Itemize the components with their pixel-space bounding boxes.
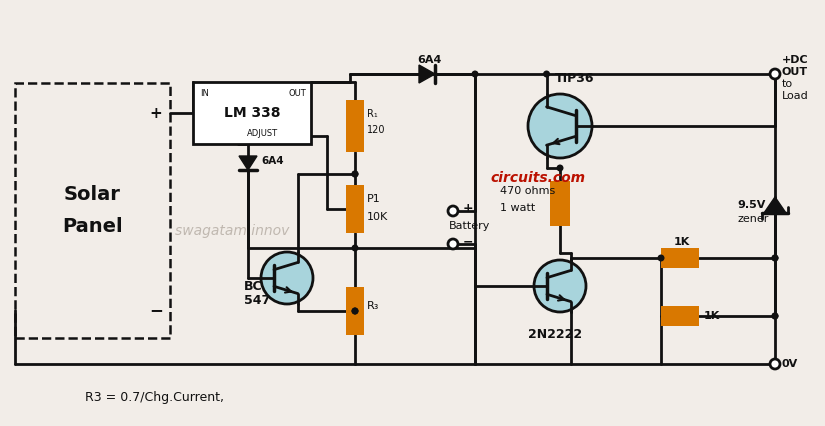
Polygon shape [419,65,435,83]
Text: R3 = 0.7/Chg.Current,: R3 = 0.7/Chg.Current, [85,391,224,405]
Circle shape [472,70,478,78]
Bar [661,306,699,326]
Text: P1: P1 [367,194,381,204]
Text: 1K: 1K [674,237,691,247]
Text: IN: IN [200,89,209,98]
Circle shape [771,313,779,320]
Circle shape [351,308,359,314]
Text: 2N2222: 2N2222 [528,328,582,340]
Circle shape [771,313,779,320]
Circle shape [658,254,664,262]
Text: 9.5V: 9.5V [737,200,766,210]
Text: −: − [463,236,474,248]
Text: BC: BC [244,279,262,293]
Circle shape [557,164,563,172]
Text: swagatam innov: swagatam innov [175,224,290,238]
Circle shape [351,308,359,314]
Text: 120: 120 [367,125,385,135]
Text: +DC: +DC [782,55,808,65]
Circle shape [534,260,586,312]
Text: 6A4: 6A4 [417,55,441,65]
Text: +: + [149,106,163,121]
Text: 1 watt: 1 watt [500,203,535,213]
Text: TIP36: TIP36 [555,72,595,84]
Text: 10K: 10K [367,212,389,222]
Bar [661,248,699,268]
Text: 0V: 0V [782,359,799,369]
Circle shape [543,70,550,78]
Polygon shape [764,197,786,213]
Text: ADJUST: ADJUST [247,129,278,138]
Polygon shape [239,156,257,170]
Bar [15,83,170,338]
Circle shape [770,69,780,79]
Text: circuits.com: circuits.com [490,171,585,185]
Text: Solar: Solar [64,185,121,204]
Circle shape [528,94,592,158]
Text: 470 ohms: 470 ohms [500,186,555,196]
Bar [346,100,364,152]
Circle shape [448,206,458,216]
Bar [193,82,311,144]
Text: 6A4: 6A4 [261,156,284,166]
Circle shape [351,170,359,178]
Text: Panel: Panel [62,217,123,236]
Text: R₁: R₁ [367,109,378,119]
Bar [550,181,570,225]
Circle shape [351,170,359,178]
Text: LM 338: LM 338 [224,106,280,120]
Bar [346,185,364,233]
Text: 1K: 1K [704,311,720,321]
Text: 547: 547 [244,294,271,306]
Text: zener: zener [737,214,768,224]
Bar [346,287,364,335]
Circle shape [448,239,458,249]
Circle shape [351,245,359,251]
Circle shape [771,254,779,262]
Text: Battery: Battery [449,221,490,231]
Text: R₃: R₃ [367,301,380,311]
Text: OUT: OUT [782,67,808,77]
Circle shape [771,254,779,262]
Circle shape [770,359,780,369]
Text: Load: Load [782,91,808,101]
Text: to: to [782,79,793,89]
Text: OUT: OUT [288,89,306,98]
Text: +: + [463,202,474,216]
Circle shape [261,252,313,304]
Text: −: − [149,301,163,319]
